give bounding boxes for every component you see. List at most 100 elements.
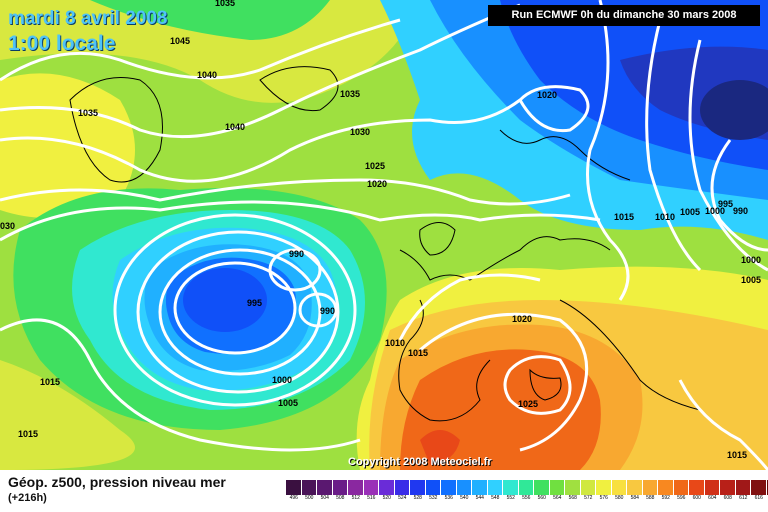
isobar-990-ring-b [298,292,338,328]
legend-label: 592 [661,495,670,501]
isobar-1000-east [710,139,768,252]
legend-label: 600 [692,495,701,501]
map-footer: Géop. z500, pression niveau mer (+216h) … [0,470,768,512]
legend-label: 520 [382,495,391,501]
legend-cell: 548 [487,480,503,502]
isobar-990-ring-a [268,248,322,292]
legend-swatch [766,480,768,495]
isobar-label: 030 [0,221,15,231]
legend-label: 508 [336,495,345,501]
legend-swatch [425,480,441,495]
isobar-995-ring [173,261,297,355]
legend-cell: 528 [410,480,426,502]
legend-swatch [487,480,503,495]
isobar-label: 990 [320,306,335,316]
legend-label: 544 [475,495,484,501]
legend-label: 560 [537,495,546,501]
isobar-1010-east [645,19,702,272]
forecast-time: 1:00 locale [8,32,116,55]
isobar-1025-south [503,355,572,415]
isobar-1005-ring [136,230,340,394]
isobar-label: 1000 [272,375,292,385]
isobar-label: 995 [247,298,262,308]
legend-label: 500 [305,495,314,501]
legend-cell: 568 [565,480,581,502]
map-canvas: 1035 1045 1040 1035 1040 1035 1030 1025 … [0,0,768,470]
legend-cell: 536 [441,480,457,502]
legend-cell: 584 [627,480,643,502]
isobar-label: 1020 [367,179,387,189]
legend-cell: 512 [348,480,364,502]
legend-cell: 580 [611,480,627,502]
isobar-label: 1035 [215,0,235,8]
isobar-label: 1015 [727,450,747,460]
legend-cell: 600 [689,480,705,502]
map-title: Géop. z500, pression niveau mer [8,474,226,490]
forecast-range: (+216h) [8,492,47,504]
legend-swatch [735,480,751,495]
coast-iberia [398,299,491,422]
field-yellow-north [0,0,420,103]
legend-label: 584 [630,495,639,501]
legend-label: 564 [553,495,562,501]
legend-swatch [534,480,550,495]
legend-label: 524 [398,495,407,501]
isobar-label: 1035 [78,108,98,118]
coastlines [69,66,701,422]
isobar-1015-east [586,0,630,301]
isobar-label: 1000 [741,255,761,265]
legend-label: 528 [413,495,422,501]
isobar-label: 1005 [680,207,700,217]
field-yellow-sw [0,360,135,470]
isobar-1000-ring [158,248,322,376]
legend-cell: 544 [472,480,488,502]
model-run-label: Run ECMWF 0h du dimanche 30 mars 2008 [488,5,760,26]
legend-cell: 516 [363,480,379,502]
legend-cell: 604 [704,480,720,502]
isobar-1015-west [0,318,361,452]
legend-swatch [627,480,643,495]
legend-swatch [518,480,534,495]
isobar-label: 1045 [170,36,190,46]
isobar-1035 [0,3,521,139]
isobar-1010-ring [113,213,357,407]
isobar-label: 990 [289,249,304,259]
legend-swatch [301,480,317,495]
legend-label: 612 [739,495,748,501]
legend-swatch [751,480,767,495]
legend-swatch [658,480,674,495]
legend-swatch [596,480,612,495]
legend-cell: 496 [286,480,302,502]
isobar-label: 1015 [408,348,428,358]
isobar-label: 1005 [741,275,761,285]
isobar-1030 [0,98,521,183]
legend-cell: 576 [596,480,612,502]
legend-swatch [348,480,364,495]
legend-swatch [286,480,302,495]
legend-label: 572 [584,495,593,501]
isobar-1010-south [398,273,541,341]
isobar-1005-east [688,39,768,272]
copyright-notice: Copyright 2008 Meteociel.fr [348,456,492,468]
legend-label: 608 [723,495,732,501]
legend-cell: 596 [673,480,689,502]
legend-label: 556 [522,495,531,501]
isobar-label: 1025 [365,161,385,171]
legend-swatch [565,480,581,495]
legend-swatch [673,480,689,495]
isobar-label: 1010 [655,212,675,222]
legend-cell: 616 [751,480,767,502]
field-core-low [183,268,267,332]
legend-swatch [332,480,348,495]
legend-label: 540 [460,495,469,501]
legend-cell: 572 [580,480,596,502]
legend-label: 536 [444,495,453,501]
legend-label: 604 [708,495,717,501]
isobar-1020-south [419,312,589,452]
legend-label: 532 [429,495,438,501]
legend-label: 496 [289,495,298,501]
legend-swatch [503,480,519,495]
legend-swatch [410,480,426,495]
isobar-label: 1015 [614,212,634,222]
